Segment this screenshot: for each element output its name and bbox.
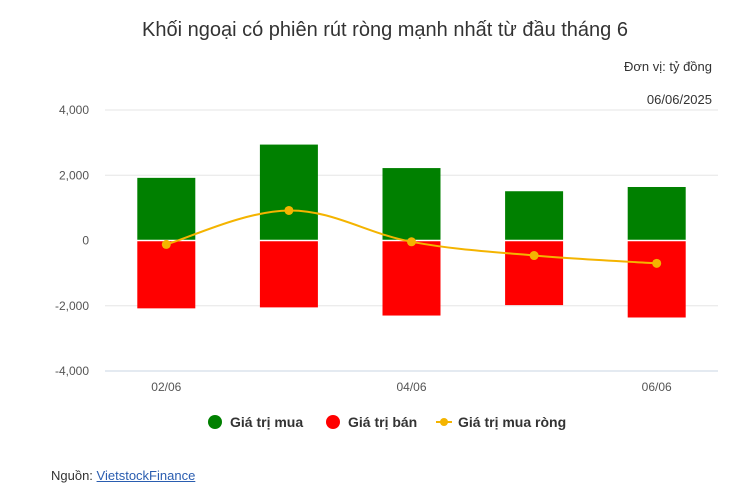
y-tick-label: -4,000 [55, 364, 89, 378]
legend-label: Giá trị mua [230, 414, 303, 430]
y-tick-label: 4,000 [59, 103, 89, 117]
unit-label: Đơn vị: tỷ đồng [624, 59, 712, 74]
legend-label: Giá trị bán [348, 414, 417, 430]
net-point[interactable] [284, 205, 294, 215]
sell-bar[interactable] [505, 240, 564, 306]
y-tick-label: 2,000 [59, 168, 89, 182]
buy-bar[interactable] [627, 186, 686, 241]
legend-item[interactable]: Giá trị mua [208, 414, 303, 430]
date-label: 06/06/2025 [647, 92, 712, 107]
legend-marker [208, 415, 222, 429]
x-tick-label: 06/06 [642, 380, 672, 394]
bars [105, 144, 718, 318]
net-point[interactable] [161, 239, 171, 249]
buy-bar[interactable] [259, 144, 318, 241]
legend[interactable]: Giá trị mua Giá trị bán Giá trị mua ròng [208, 414, 566, 430]
source-label: Nguồn: [51, 468, 97, 483]
source-link[interactable]: VietstockFinance [96, 468, 196, 483]
legend-item[interactable]: Giá trị bán [326, 414, 417, 430]
sell-bar[interactable] [259, 240, 318, 308]
net-point[interactable] [529, 251, 539, 261]
net-line [161, 205, 662, 268]
source-note: Nguồn: VietstockFinance [51, 468, 195, 483]
buy-bar[interactable] [382, 168, 441, 241]
sell-bar[interactable] [627, 240, 686, 318]
sell-bar[interactable] [137, 240, 196, 309]
y-tick-label: -2,000 [55, 299, 89, 313]
buy-bar[interactable] [137, 177, 196, 241]
x-tick-label: 02/06 [151, 380, 181, 394]
legend-marker [440, 418, 448, 426]
buy-bar[interactable] [505, 191, 564, 241]
net-point[interactable] [407, 237, 416, 247]
y-tick-label: 0 [82, 234, 89, 248]
chart-title: Khối ngoại có phiên rút ròng mạnh nhất t… [142, 19, 628, 41]
axes: 4,000 2,000 0 -2,000 -4,000 02/06 04/06 06/06 [55, 103, 672, 394]
legend-item[interactable]: Giá trị mua ròng [436, 414, 566, 430]
legend-marker [326, 415, 340, 429]
sell-bar[interactable] [382, 240, 441, 316]
legend-label: Giá trị mua ròng [458, 414, 566, 430]
x-tick-label: 04/06 [396, 380, 426, 394]
net-point[interactable] [652, 258, 662, 268]
